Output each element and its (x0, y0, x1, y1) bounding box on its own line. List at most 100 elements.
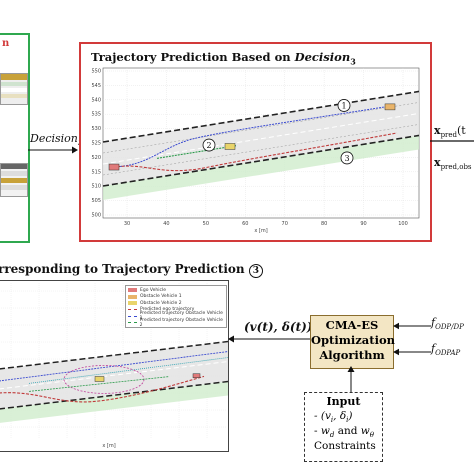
y-tick-label: 515 (91, 169, 101, 175)
bottom-plot-title-text: rresponding to Trajectory Prediction (0, 262, 249, 276)
x-axis-label: x [m] (254, 228, 267, 234)
trajectory-marker-label: 2 (206, 141, 211, 150)
bottom-obstacle-vehicle (94, 376, 105, 382)
legend-item: Predicted trajectory Obstacle Vehicle 1 (128, 311, 224, 321)
output-xpred-sub: pred (440, 131, 458, 140)
legend-swatch (128, 294, 137, 299)
bottom-green-band (0, 381, 228, 423)
trajectory-marker-label: 3 (344, 154, 349, 163)
control-signal-arrow (228, 335, 310, 343)
input-box: Input - (vi, δi) - wd and wθ Constraints (304, 392, 383, 462)
output-xpred: xpred(t (434, 124, 466, 139)
lane-center-1 (102, 102, 420, 154)
obstacle-vehicle-1 (384, 103, 396, 111)
f-input-arrows (393, 322, 431, 356)
road-boundary-upper (102, 90, 420, 143)
lower-green-band (103, 135, 419, 200)
output-xpred-bold: x (434, 124, 441, 137)
f-input-odpap: fODPAP (431, 342, 460, 357)
bottom-ego-vehicle (192, 373, 201, 378)
road-boundary-lower (102, 134, 420, 187)
bottom-road-boundary-lower (0, 380, 228, 410)
trajectory-marker-1 (337, 99, 351, 112)
bottom-plot-panel: x [m] Ego Vehicle Obstacle Vehicle 1 Obsta… (0, 280, 229, 452)
bottom-title-marker: 3 (248, 264, 263, 278)
legend-label: Predicted trajectory Obstacle Vehicle 2 (139, 317, 223, 328)
f-input-odpdp: fODP/DP (431, 316, 464, 331)
trajectory-plot-top: 550 545 540 535 530 525 520 515 510 505 500 30 40 50 6… (91, 67, 420, 234)
x-tick-label: 40 (163, 221, 169, 227)
control-signal-label: (v(t), δ(t)) (244, 320, 313, 334)
legend-swatch (128, 315, 137, 317)
bottom-lane-divider (0, 361, 228, 390)
plot-title-sub: 3 (350, 56, 356, 67)
ego-vehicle (108, 163, 120, 171)
obstacle-2-trajectory (156, 145, 238, 159)
output-xpred-suffix: (t (457, 124, 466, 137)
bottom-obstacle-1-trajectory (0, 351, 228, 382)
bottom-x-axis-label: x [m] (102, 443, 115, 449)
legend-item: Ego Vehicle (128, 287, 224, 294)
legend-item: Predicted trajectory Obstacle Vehicle 2 (128, 317, 224, 328)
cma-line-3: Algorithm (319, 348, 385, 362)
trajectory-marker-2 (202, 138, 216, 152)
legend-item: Obstacle Vehicle 2 (128, 300, 224, 307)
output-xpredobs-bold: x (434, 156, 441, 169)
lane-center-2 (102, 124, 420, 176)
cma-line-2: Optimization (311, 333, 395, 347)
y-tick-label: 520 (91, 155, 101, 161)
trajectory-prediction-panel: Trajectory Prediction Based on Decision3… (79, 42, 432, 242)
input-title: Input (326, 395, 361, 408)
y-tick-label: 510 (91, 184, 101, 190)
decision-arrow (28, 146, 78, 154)
input-item-1: - (vi, δi) (314, 410, 353, 425)
bottom-obstacle-2-trajectory (28, 376, 170, 392)
trajectory-marker-label: 1 (341, 101, 346, 110)
legend-label: Ego Vehicle (140, 287, 166, 293)
legend-swatch (128, 322, 137, 324)
legend-item: Predicted ego trajectory (128, 307, 224, 314)
y-tick-label: 540 (91, 97, 101, 103)
cma-es-box: CMA-ES Optimization Algorithm (310, 315, 395, 369)
decision-table-snippet (0, 73, 28, 105)
plot-title-italic: Decision (294, 50, 351, 64)
legend-label: Predicted ego trajectory (140, 307, 195, 313)
legend-swatch (128, 301, 137, 306)
legend-label: Obstacle Vehicle 1 (140, 294, 182, 300)
y-tick-label: 545 (91, 83, 101, 89)
f-odpdp-f: f (431, 316, 436, 329)
output-line (430, 140, 474, 142)
obstacle-vehicle-2 (224, 143, 236, 150)
y-tick-label: 535 (91, 112, 101, 118)
obstacle-1-trajectory (116, 106, 388, 168)
x-tick-label: 70 (282, 221, 288, 227)
bottom-cyan-trajectory (28, 357, 228, 384)
lane-divider (102, 112, 420, 165)
y-tick-label: 550 (91, 69, 101, 75)
f-odpdp-sub: ODP/DP (435, 323, 464, 332)
output-xpred-obs: xpred,obs (434, 156, 472, 171)
panel-corner-text: n (2, 38, 10, 49)
bottom-ego-trajectory (0, 375, 205, 403)
input-arrow (347, 366, 355, 392)
x-tick-label: 30 (124, 221, 130, 227)
x-tick-label: 100 (398, 221, 408, 227)
f-odpap-f: f (431, 342, 436, 355)
decision-table-snippet-2 (0, 163, 28, 197)
input-item-2: - wd and wθ (314, 425, 375, 440)
y-tick-label: 500 (91, 213, 101, 219)
bottom-plot-title: rresponding to Trajectory Prediction 3 (0, 262, 263, 278)
trajectory-marker-3 (340, 151, 354, 165)
legend-label: Obstacle Vehicle 2 (140, 300, 182, 306)
f-odpap-sub: ODPAP (435, 349, 461, 358)
input-item-3: Constraints (314, 440, 376, 453)
legend-item: Obstacle Vehicle 1 (128, 294, 224, 301)
legend-swatch (128, 309, 137, 311)
y-tick-label: 530 (91, 126, 101, 132)
x-tick-label: 50 (203, 221, 209, 227)
x-tick-label: 80 (321, 221, 327, 227)
bottom-road-boundary-upper (0, 340, 228, 370)
output-xpredobs-sub: pred,obs (440, 163, 472, 172)
decision-label-text: Decision (30, 132, 78, 145)
plot-title-prefix: Trajectory Prediction Based on (91, 50, 295, 64)
